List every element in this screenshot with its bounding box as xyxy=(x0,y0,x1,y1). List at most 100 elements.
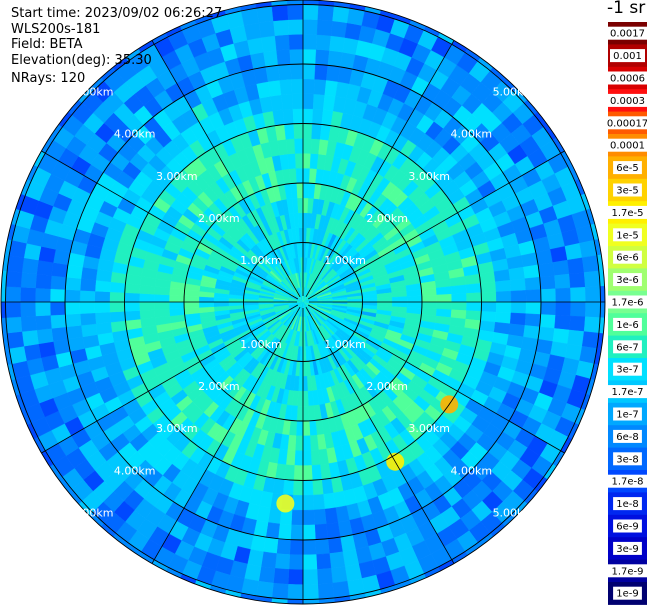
range-ring-label: 4.00km xyxy=(451,464,493,477)
beta-gate xyxy=(326,522,341,539)
beta-gate xyxy=(436,294,452,303)
range-ring-label: 2.00km xyxy=(366,380,408,393)
beta-gate xyxy=(20,315,37,332)
beta-gate xyxy=(94,280,111,293)
beta-gate xyxy=(525,289,542,303)
instrument-label: WLS200s-181 xyxy=(11,22,101,37)
beta-gate xyxy=(302,123,313,139)
beta-gate xyxy=(287,569,304,585)
beta-gate xyxy=(510,301,527,314)
beta-gate xyxy=(317,4,335,22)
beta-gate xyxy=(554,315,571,331)
colorbar-label: 3e-9 xyxy=(616,544,639,555)
beta-gate xyxy=(35,287,51,303)
beta-gate xyxy=(281,93,294,110)
colorbar: 0.0017 0.001 0.0006 0.0003 0.00017 0.0001 6e-5… xyxy=(603,22,647,605)
beta-gate xyxy=(296,182,304,199)
colorbar-label: 0.0003 xyxy=(610,96,645,107)
beta-gate xyxy=(228,301,244,307)
beta-gate xyxy=(290,524,304,541)
range-ring-label: 4.00km xyxy=(451,128,493,141)
beta-gate xyxy=(5,270,23,288)
colorbar-label: 1.7e-5 xyxy=(611,208,643,219)
beta-gate xyxy=(124,310,141,321)
beta-gate xyxy=(65,276,82,291)
beta-gate xyxy=(183,301,200,309)
beta-gate xyxy=(465,310,482,321)
beta-gate xyxy=(564,243,583,261)
beta-gate xyxy=(302,390,309,407)
beta-gate xyxy=(509,312,527,326)
beta-gate xyxy=(80,323,98,338)
range-ring-label: 1.00km xyxy=(324,338,366,351)
beta-gate xyxy=(198,301,215,308)
range-ring-label: 3.00km xyxy=(408,422,450,435)
beta-gate xyxy=(288,554,304,570)
beta-gate xyxy=(49,301,66,316)
beta-gate xyxy=(284,123,295,140)
beta-gate xyxy=(302,435,311,451)
range-ring-label: 2.00km xyxy=(198,212,240,225)
beta-gate xyxy=(49,288,66,303)
beta-gate xyxy=(271,4,289,22)
colorbar-label: 1.7e-8 xyxy=(611,477,643,488)
beta-gate xyxy=(583,270,601,288)
beta-gate xyxy=(302,34,318,50)
colorbar-label: 3e-8 xyxy=(616,454,639,465)
beta-gate xyxy=(555,287,571,303)
beta-gate xyxy=(287,153,297,170)
beta-gate xyxy=(480,311,497,323)
beta-gate xyxy=(292,108,304,124)
colorbar-label: 0.00017 xyxy=(607,118,647,129)
beta-gate xyxy=(316,19,333,36)
beta-gate xyxy=(302,524,316,541)
beta-gate xyxy=(51,262,69,278)
beta-gate xyxy=(284,464,295,481)
beta-gate xyxy=(330,566,348,584)
beta-gate xyxy=(552,259,570,276)
beta-gate xyxy=(312,93,325,110)
beta-gate xyxy=(302,420,311,437)
beta-gate xyxy=(406,295,423,303)
beta-gate xyxy=(302,465,313,481)
beta-gate xyxy=(570,301,586,318)
beta-gate xyxy=(302,182,310,199)
colorbar-label: 1e-8 xyxy=(616,499,639,510)
colorbar-label: 0.0006 xyxy=(610,74,645,85)
beta-gate xyxy=(36,328,54,345)
beta-gate xyxy=(64,289,81,303)
beta-gate xyxy=(50,314,67,329)
beta-gate xyxy=(421,301,438,310)
beta-gate xyxy=(260,551,277,569)
beta-gate xyxy=(256,5,274,24)
beta-gate xyxy=(554,273,571,289)
beta-gate xyxy=(298,227,304,243)
beta-gate xyxy=(295,420,304,437)
beta-gate xyxy=(495,290,512,303)
range-ring-label: 1.00km xyxy=(240,254,282,267)
beta-gate xyxy=(258,566,276,584)
beta-gate xyxy=(406,301,423,309)
beta-gate xyxy=(124,292,140,303)
beta-gate xyxy=(302,539,317,556)
beta-gate xyxy=(569,315,586,332)
colorbar-unit: -1 sr xyxy=(607,0,646,18)
beta-gate xyxy=(289,48,304,65)
beta-gate xyxy=(524,313,541,328)
beta-gate xyxy=(292,480,304,496)
colorbar-label: 0.001 xyxy=(613,51,642,62)
beta-gate xyxy=(540,288,557,303)
beta-gate xyxy=(466,292,482,303)
beta-gate xyxy=(332,5,350,24)
beta-gate xyxy=(581,255,600,273)
beta-gate xyxy=(523,264,540,279)
beta-gate xyxy=(286,598,304,604)
beta-gate xyxy=(79,278,97,292)
colorbar-label: 0.0001 xyxy=(610,141,645,152)
beta-gate xyxy=(313,508,327,526)
beta-gate xyxy=(260,35,277,53)
beta-gate xyxy=(79,290,96,303)
beta-gate xyxy=(315,538,330,555)
beta-gate xyxy=(322,492,336,510)
